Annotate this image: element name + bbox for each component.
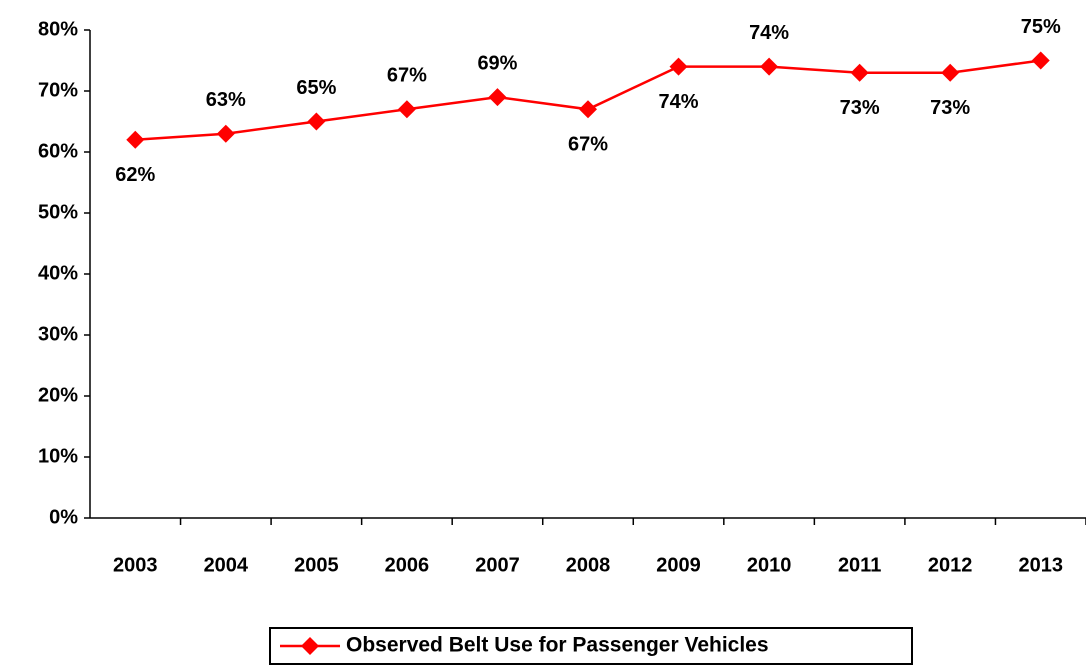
data-label: 73% bbox=[930, 97, 970, 119]
x-tick-label: 2012 bbox=[928, 554, 973, 576]
y-tick-label: 60% bbox=[38, 140, 78, 162]
data-label: 63% bbox=[206, 89, 246, 111]
marker bbox=[216, 124, 235, 143]
data-label: 69% bbox=[477, 52, 517, 74]
marker bbox=[669, 57, 688, 76]
legend-label: Observed Belt Use for Passenger Vehicles bbox=[346, 634, 769, 657]
data-label: 75% bbox=[1021, 16, 1061, 38]
marker bbox=[307, 112, 326, 131]
y-tick-label: 0% bbox=[49, 506, 78, 528]
data-label: 67% bbox=[568, 134, 608, 156]
x-tick-label: 2008 bbox=[566, 554, 611, 576]
x-tick-label: 2004 bbox=[204, 554, 249, 576]
marker bbox=[760, 57, 779, 76]
legend-box bbox=[269, 627, 913, 665]
line bbox=[135, 59, 1041, 142]
data-label: 67% bbox=[387, 65, 427, 87]
marker bbox=[579, 100, 597, 119]
x-tick-label: 2010 bbox=[747, 554, 792, 576]
y-tick-label: 30% bbox=[38, 323, 78, 345]
marker bbox=[488, 88, 507, 107]
y-tick-label: 10% bbox=[38, 445, 78, 467]
marker bbox=[1031, 51, 1050, 70]
marker bbox=[397, 100, 416, 119]
data-label: 74% bbox=[659, 91, 699, 113]
x-tick-label: 2011 bbox=[838, 554, 881, 576]
x-tick-label: 2009 bbox=[656, 554, 701, 576]
y-tick-label: 40% bbox=[38, 262, 78, 284]
data-label: 74% bbox=[749, 22, 789, 44]
y-tick-label: 50% bbox=[38, 201, 78, 223]
data-label: 62% bbox=[115, 164, 155, 186]
y-tick-label: 70% bbox=[38, 79, 78, 101]
x-tick-label: 2007 bbox=[475, 554, 520, 576]
x-tick-label: 2013 bbox=[1018, 554, 1063, 576]
data-label: 73% bbox=[840, 97, 880, 119]
legend-marker bbox=[301, 637, 319, 655]
x-tick-label: 2003 bbox=[113, 554, 158, 576]
marker bbox=[941, 63, 960, 82]
data-label: 65% bbox=[296, 77, 336, 99]
x-tick-label: 2005 bbox=[294, 554, 339, 576]
y-tick-label: 80% bbox=[38, 18, 78, 40]
marker bbox=[850, 63, 869, 82]
marker bbox=[126, 130, 145, 149]
y-tick-label: 20% bbox=[38, 384, 78, 406]
x-tick-label: 2006 bbox=[385, 554, 430, 576]
